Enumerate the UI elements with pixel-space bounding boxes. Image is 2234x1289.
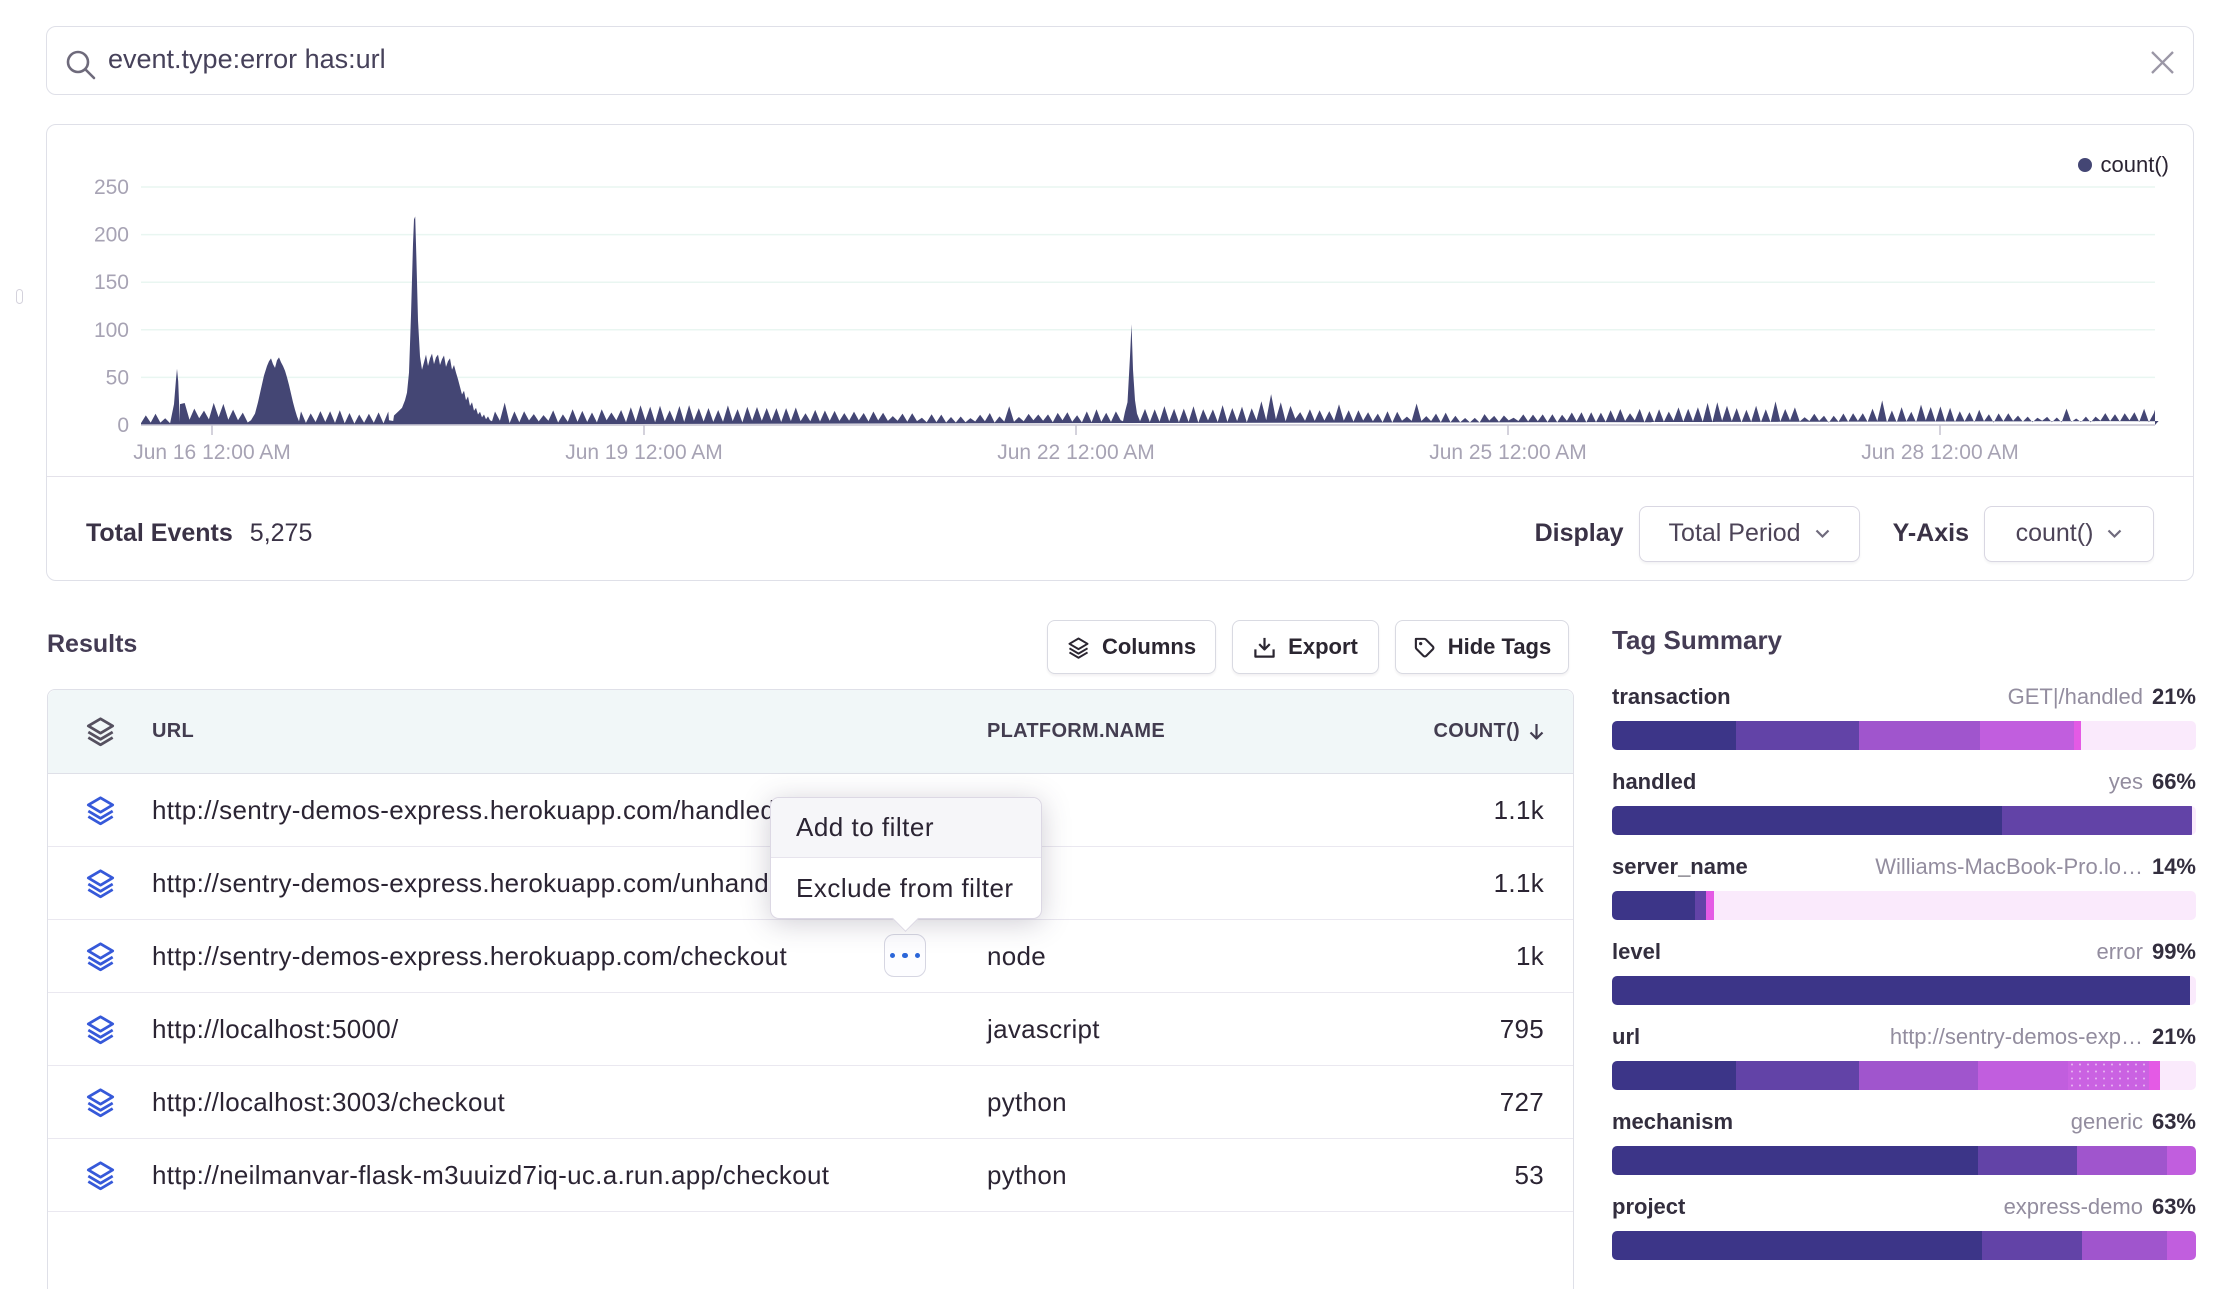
svg-text:Jun 28 12:00 AM: Jun 28 12:00 AM	[1861, 441, 2019, 464]
svg-text:Jun 16 12:00 AM: Jun 16 12:00 AM	[133, 441, 291, 464]
svg-text:Jun 25 12:00 AM: Jun 25 12:00 AM	[1429, 441, 1587, 464]
svg-text:50: 50	[106, 366, 129, 389]
svg-text:Jun 19 12:00 AM: Jun 19 12:00 AM	[565, 441, 723, 464]
svg-text:100: 100	[94, 319, 129, 342]
svg-text:200: 200	[94, 224, 129, 247]
svg-text:Jun 22 12:00 AM: Jun 22 12:00 AM	[997, 441, 1155, 464]
svg-text:0: 0	[117, 414, 129, 437]
svg-text:150: 150	[94, 271, 129, 294]
svg-text:250: 250	[94, 176, 129, 199]
